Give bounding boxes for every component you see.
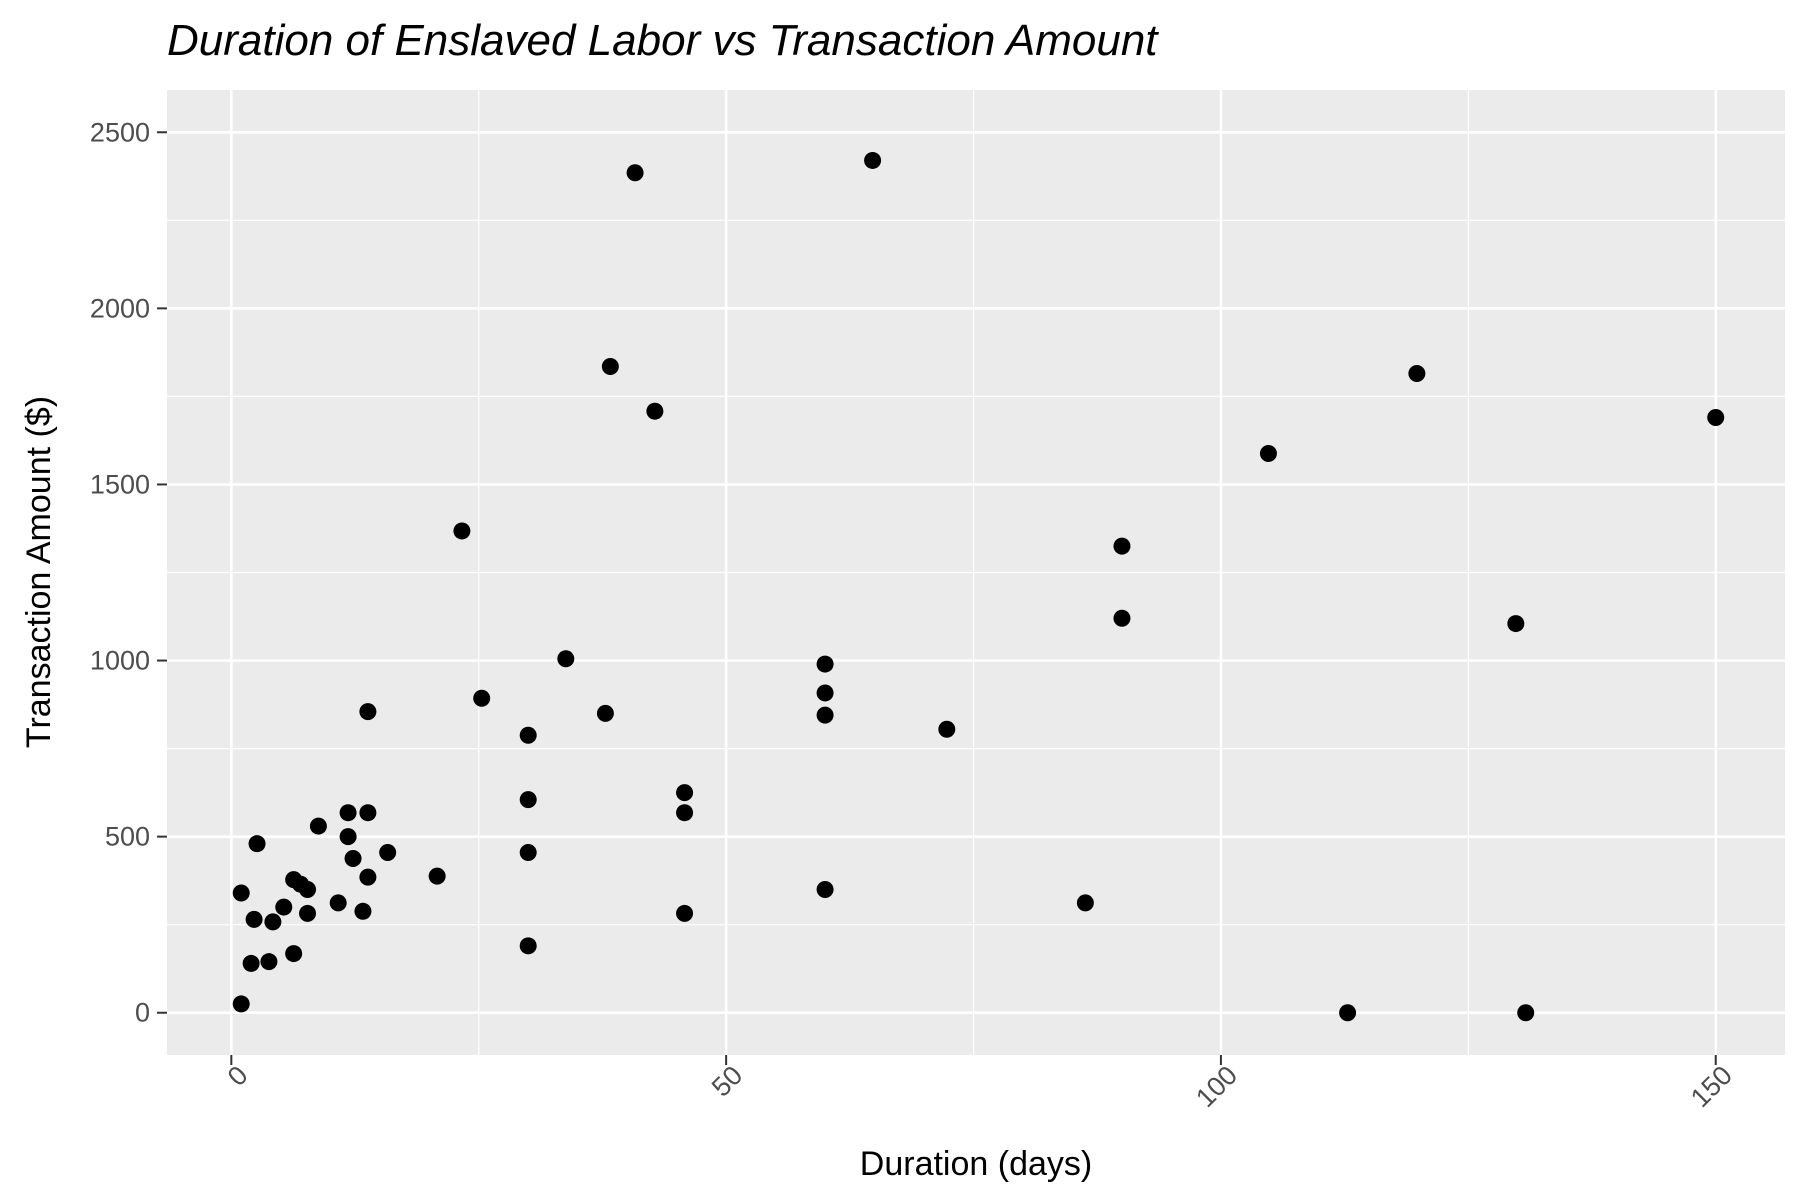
data-point [299, 904, 317, 922]
data-point [626, 164, 644, 182]
data-point [428, 867, 446, 885]
data-point [344, 849, 362, 867]
data-point [232, 995, 250, 1013]
y-tick-label: 1000 [90, 646, 150, 676]
data-point [453, 522, 471, 540]
data-point [676, 804, 694, 822]
data-point [339, 828, 357, 846]
x-tick-label: 0 [222, 1060, 254, 1092]
data-point [1408, 365, 1426, 383]
data-point [864, 151, 882, 169]
data-point [816, 706, 834, 724]
data-point [601, 357, 619, 375]
y-tick-label: 1500 [90, 469, 150, 499]
y-tick-label: 500 [105, 822, 150, 852]
data-point [1517, 1004, 1535, 1022]
major-gridlines [167, 90, 1785, 1055]
data-point [299, 880, 317, 898]
data-point [1259, 444, 1277, 462]
chart-title: Duration of Enslaved Labor vs Transactio… [167, 16, 1159, 65]
data-point [329, 894, 347, 912]
y-tick-label: 0 [135, 998, 150, 1028]
y-tick-label: 2000 [90, 293, 150, 323]
data-point [242, 954, 260, 972]
data-point [473, 689, 491, 707]
data-point [359, 703, 377, 721]
data-point [245, 910, 263, 928]
data-point [359, 868, 377, 886]
data-point [359, 804, 377, 822]
x-axis-title: Duration (days) [860, 1145, 1092, 1183]
data-points [232, 151, 1725, 1022]
data-point [519, 937, 537, 955]
x-tick-label: 150 [1685, 1060, 1738, 1113]
data-point [676, 904, 694, 922]
data-point [816, 880, 834, 898]
data-point [557, 650, 575, 668]
data-point [232, 884, 250, 902]
data-point [1113, 609, 1131, 627]
data-point [260, 953, 278, 971]
minor-gridlines [167, 90, 1785, 1055]
data-point [339, 804, 357, 822]
y-tick-label: 2500 [90, 117, 150, 147]
data-point [264, 913, 282, 931]
data-point [519, 791, 537, 809]
x-tick-label: 50 [706, 1060, 748, 1102]
x-axis: 0 50 100 150 [222, 1055, 1738, 1113]
data-point [816, 655, 834, 673]
data-point [379, 843, 397, 861]
data-point [1339, 1004, 1357, 1022]
data-point [646, 402, 664, 420]
data-point [938, 720, 956, 738]
data-point [1076, 894, 1094, 912]
data-point [309, 817, 327, 835]
data-point [1507, 615, 1525, 633]
data-point [1113, 537, 1131, 555]
x-tick-label: 100 [1190, 1060, 1243, 1113]
data-point [275, 898, 293, 916]
y-axis: 0 500 1000 1500 2000 2500 [90, 117, 167, 1028]
data-point [816, 684, 834, 702]
data-point [285, 945, 303, 963]
data-point [519, 726, 537, 744]
y-axis-title: Transaction Amount ($) [20, 396, 58, 748]
data-point [1707, 409, 1725, 427]
data-point [248, 835, 266, 853]
data-point [596, 704, 614, 722]
data-point [519, 843, 537, 861]
data-point [354, 902, 372, 920]
data-point [676, 784, 694, 802]
